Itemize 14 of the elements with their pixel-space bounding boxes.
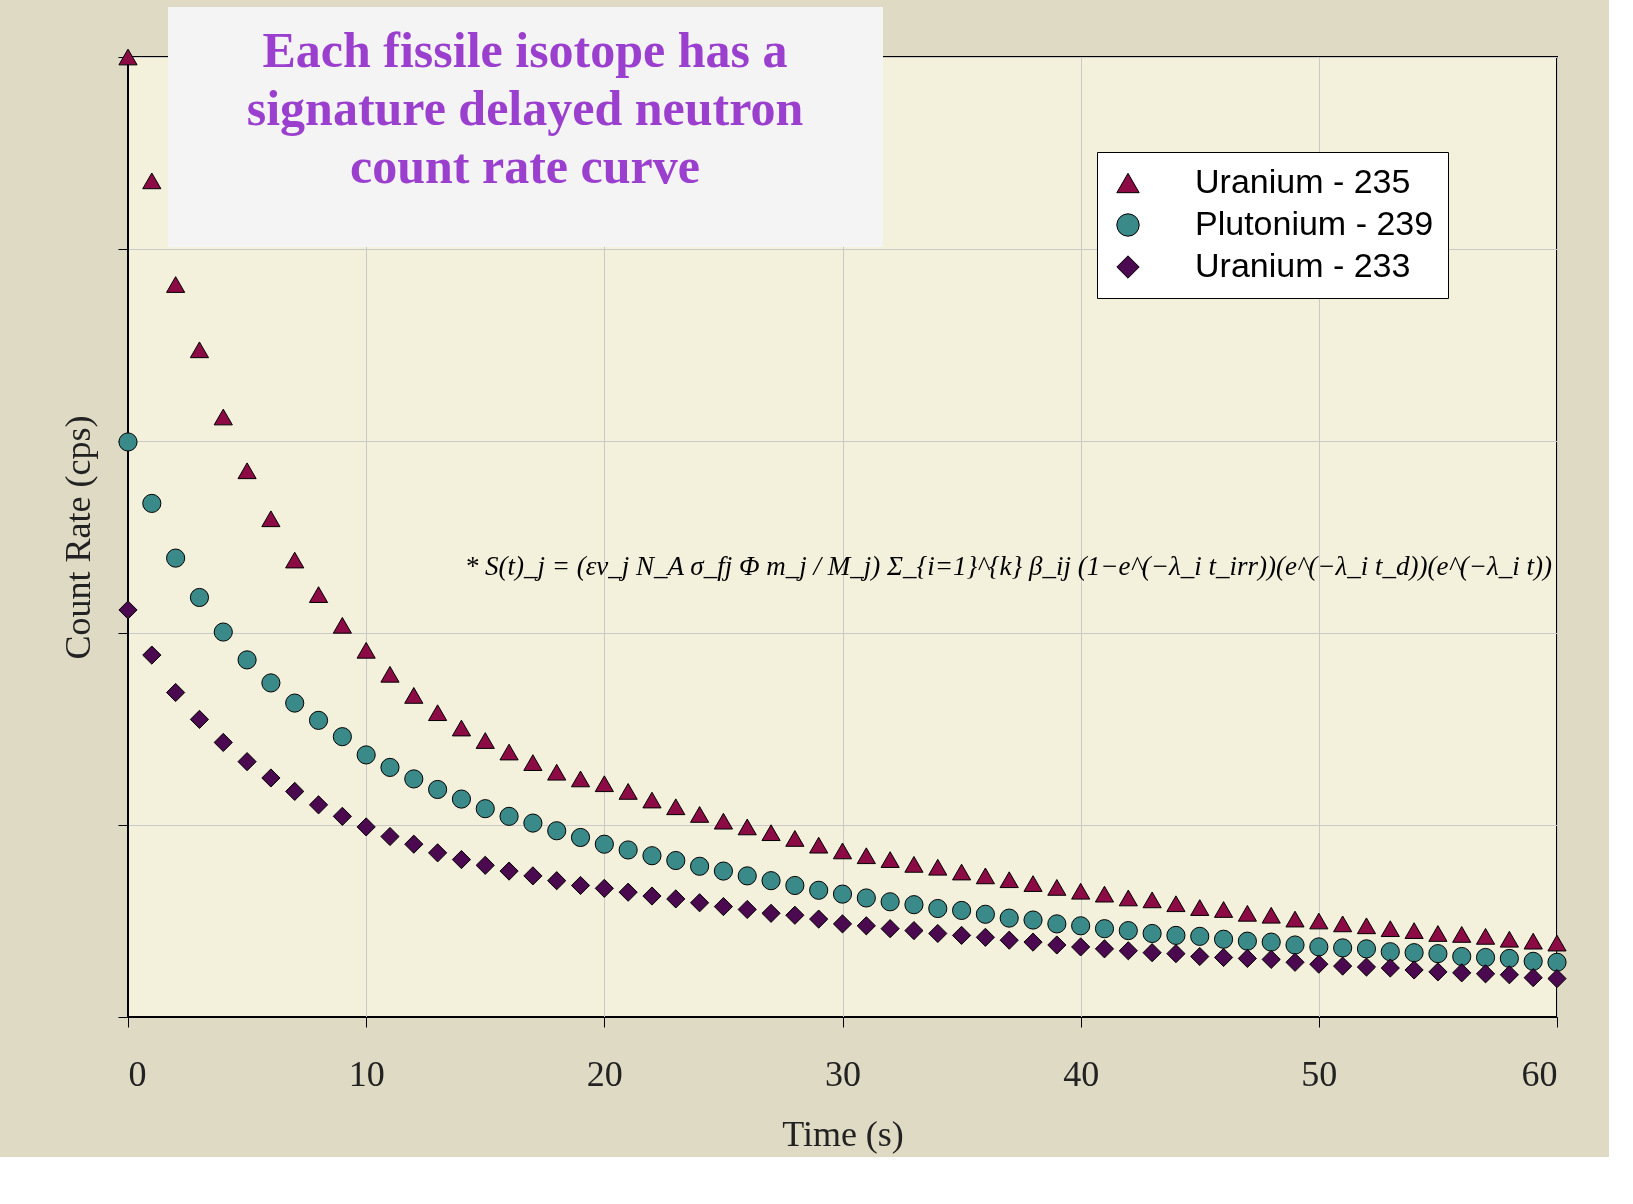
x-tick-label: 60 xyxy=(1521,1053,1558,1094)
x-tick-label: 20 xyxy=(586,1053,623,1094)
annotation: * S(t)_j = (εν_j N_A σ_fj Φ m_j / M_j) Σ_{i=1}^{k} β_ij (1−e^(−λ_i t_irr))(e^(−λ_i t_d))(e^(−λ_i t)) xyxy=(464,551,1552,581)
x-axis-title: Time (s) xyxy=(782,1113,904,1154)
y-axis-title: Count Rate (cps) xyxy=(58,415,98,660)
legend-label: Uranium - 235 xyxy=(1195,162,1411,200)
text: Each fissile isotope has a signature delayed neutron count rate curve xyxy=(246,22,804,194)
x-tick-label: 10 xyxy=(348,1053,385,1094)
x-tick-label: 30 xyxy=(825,1053,861,1094)
x-tick-label: 50 xyxy=(1301,1053,1338,1094)
legend-label: Plutonium - 239 xyxy=(1195,204,1434,242)
x-tick-label: 40 xyxy=(1063,1053,1100,1094)
x-tick-label: 0 xyxy=(128,1053,147,1094)
legend-label: Uranium - 233 xyxy=(1195,246,1411,284)
